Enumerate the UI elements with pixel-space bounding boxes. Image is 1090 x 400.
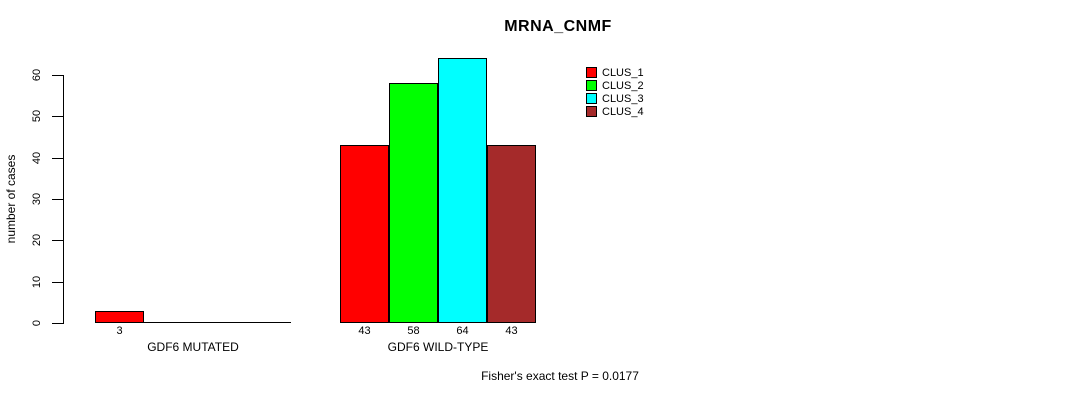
y-axis-tick-label: 30 [31,192,43,206]
y-axis-tick [52,282,63,283]
bar-clus-3-gdf6-wild-type [438,58,487,323]
bar-value-label: 58 [407,325,420,337]
y-axis-tick [52,323,63,324]
legend-label: CLUS_1 [602,66,644,79]
bar-clus-4-gdf6-wild-type [487,145,536,323]
y-axis-label: number of cases [4,154,18,244]
bar-value-label: 64 [456,325,469,337]
legend-swatch-icon [586,106,597,117]
bar-value-label: 43 [505,325,518,337]
legend: CLUS_1 CLUS_2 CLUS_3 CLUS_4 [586,66,644,118]
bar-zero-clus-3-gdf6-mutated [193,322,242,323]
y-axis-tick-label: 0 [31,319,43,327]
legend-item-clus-3: CLUS_3 [586,92,644,105]
y-axis-tick [52,199,63,200]
y-axis-line [63,75,64,324]
y-axis-tick-label: 40 [31,151,43,165]
y-axis-tick [52,158,63,159]
legend-label: CLUS_4 [602,105,644,118]
y-axis-tick [52,75,63,76]
y-axis-tick-label: 60 [31,68,43,82]
legend-label: CLUS_2 [602,79,644,92]
y-axis-tick-label: 20 [31,233,43,247]
y-axis-tick-label: 50 [31,109,43,123]
x-axis-group-label: GDF6 MUTATED [147,340,239,354]
y-axis-tick [52,116,63,117]
bar-value-label: 43 [358,325,371,337]
legend-swatch-icon [586,80,597,91]
legend-swatch-icon [586,67,597,78]
bar-zero-clus-4-gdf6-mutated [242,322,291,323]
legend-item-clus-2: CLUS_2 [586,79,644,92]
fisher-test-annotation: Fisher's exact test P = 0.0177 [481,369,639,383]
legend-swatch-icon [586,93,597,104]
bar-clus-1-gdf6-mutated [95,311,144,323]
chart-title: MRNA_CNMF [504,18,612,35]
legend-label: CLUS_3 [602,92,644,105]
bar-clus-1-gdf6-wild-type [340,145,389,323]
y-axis-tick [52,240,63,241]
bar-zero-clus-2-gdf6-mutated [144,322,193,323]
bar-clus-2-gdf6-wild-type [389,83,438,323]
legend-item-clus-4: CLUS_4 [586,105,644,118]
y-axis-tick-label: 10 [31,275,43,289]
legend-item-clus-1: CLUS_1 [586,66,644,79]
bar-value-label: 3 [116,325,123,337]
x-axis-group-label: GDF6 WILD-TYPE [387,340,489,354]
